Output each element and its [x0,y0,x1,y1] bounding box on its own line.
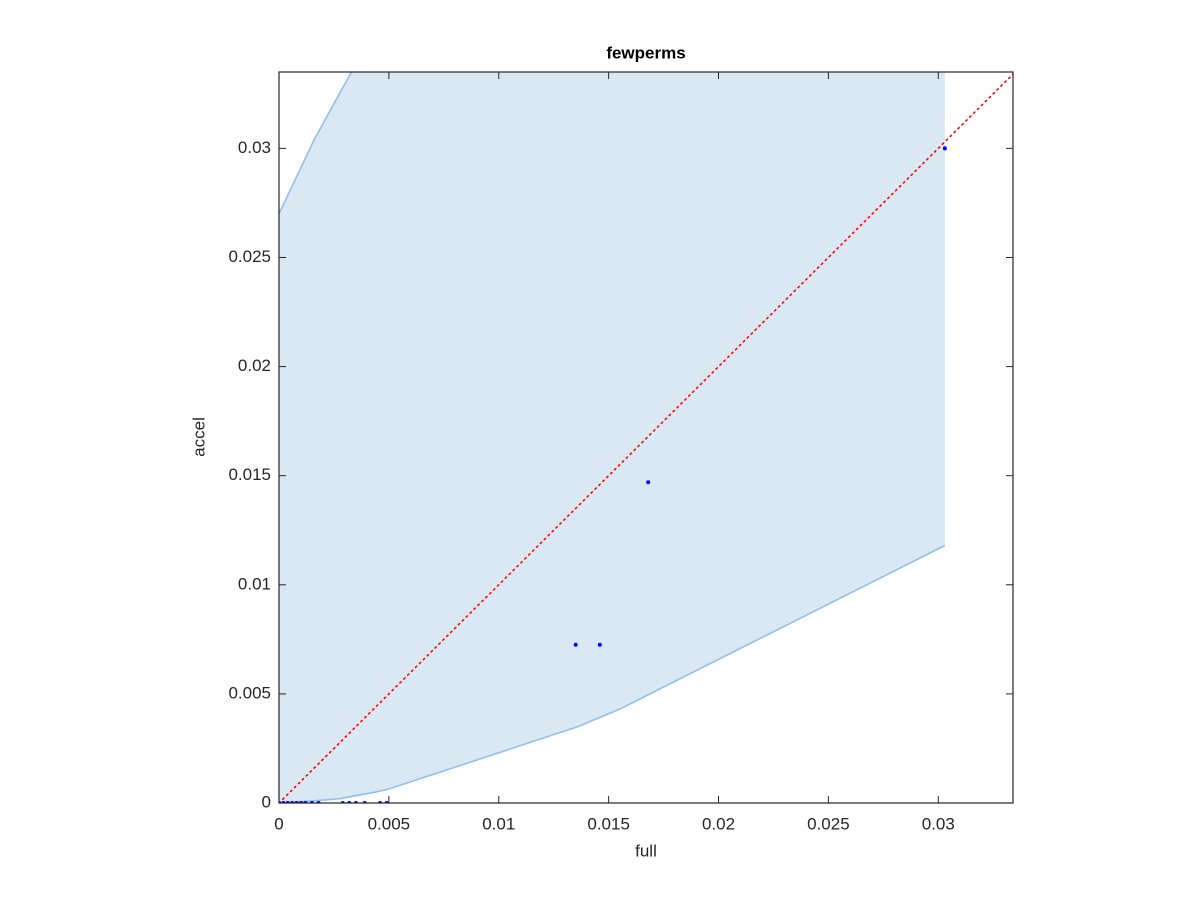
band-edge [279,72,353,215]
reference-line [279,73,1013,803]
x-tick-label: 0 [274,814,283,833]
y-tick-label: 0.02 [238,356,271,375]
y-tick-label: 0 [262,792,271,811]
x-tick-label: 0.025 [807,814,850,833]
axes-box [278,71,1014,804]
scatter-point [573,642,578,647]
plot-area [279,72,1013,803]
scatter-point [942,146,947,151]
axes: 0 0.005 0.01 0.015 0.02 0.025 0.03 0 0.005 0.01 0.… [228,71,1014,833]
x-tick-label: 0.03 [922,814,955,833]
x-axis-label: full [635,841,657,860]
y-tick-label: 0.01 [238,574,271,593]
chart-title: fewperms [606,43,685,62]
y-tick-label: 0.03 [238,138,271,157]
band-edge [279,544,946,803]
y-tick-label: 0.015 [228,465,271,484]
x-tick-label: 0.02 [702,814,735,833]
x-tick-label: 0.01 [482,814,515,833]
x-tick-label: 0.005 [368,814,411,833]
scatter-point [597,642,602,647]
y-tick-label: 0.025 [228,247,271,266]
scatter-point [646,480,651,485]
band-area [279,72,945,803]
y-tick-label: 0.005 [228,683,271,702]
y-axis-label: accel [189,417,208,457]
x-tick-label: 0.015 [587,814,630,833]
